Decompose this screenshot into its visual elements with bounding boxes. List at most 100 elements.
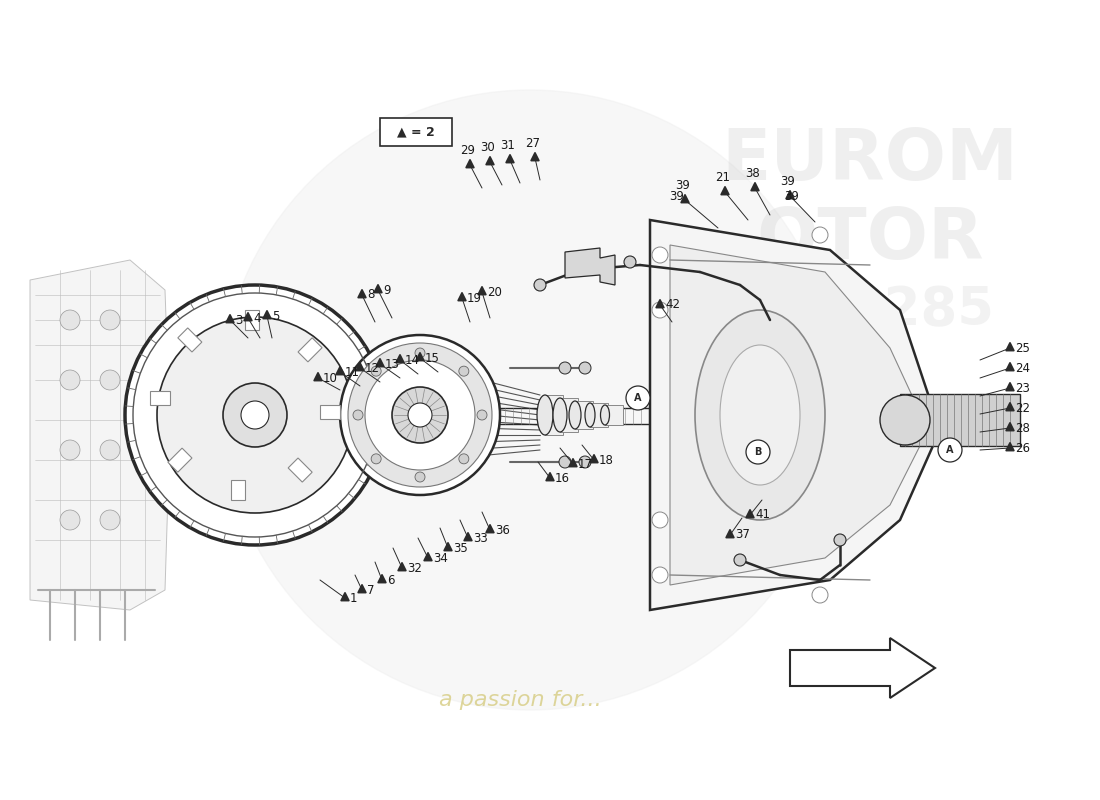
Polygon shape <box>1005 382 1014 390</box>
Polygon shape <box>670 245 928 585</box>
Polygon shape <box>444 542 452 550</box>
Polygon shape <box>263 310 271 318</box>
Bar <box>560 398 578 432</box>
Bar <box>245 310 258 330</box>
Bar <box>168 448 192 472</box>
Text: 6: 6 <box>387 574 395 586</box>
Ellipse shape <box>720 345 800 485</box>
Text: 8: 8 <box>367 289 374 302</box>
Circle shape <box>125 285 385 545</box>
Polygon shape <box>531 153 539 161</box>
Bar <box>320 405 340 419</box>
Text: 18: 18 <box>600 454 614 466</box>
Text: ▲ = 2: ▲ = 2 <box>397 126 434 138</box>
Polygon shape <box>681 194 689 202</box>
Circle shape <box>100 310 120 330</box>
Bar <box>544 395 563 435</box>
Text: 17: 17 <box>578 458 593 470</box>
Polygon shape <box>726 530 734 538</box>
Circle shape <box>60 510 80 530</box>
Text: 28: 28 <box>1015 422 1030 434</box>
Ellipse shape <box>553 398 566 432</box>
Text: 25: 25 <box>1015 342 1030 354</box>
Bar <box>298 338 322 362</box>
Text: 32: 32 <box>407 562 422 574</box>
Circle shape <box>241 401 270 429</box>
Circle shape <box>579 362 591 374</box>
Polygon shape <box>565 248 615 285</box>
Ellipse shape <box>601 405 609 425</box>
Polygon shape <box>746 510 755 518</box>
Ellipse shape <box>585 403 595 427</box>
Bar <box>288 458 312 482</box>
Polygon shape <box>464 533 472 541</box>
Polygon shape <box>314 373 322 381</box>
Circle shape <box>812 227 828 243</box>
Polygon shape <box>486 525 494 533</box>
Polygon shape <box>341 593 349 601</box>
Bar <box>590 403 608 427</box>
Polygon shape <box>466 159 474 168</box>
Text: 33: 33 <box>473 531 487 545</box>
Text: 42: 42 <box>666 298 680 311</box>
Circle shape <box>652 567 668 583</box>
Circle shape <box>371 454 382 464</box>
Circle shape <box>415 348 425 358</box>
Text: 24: 24 <box>1015 362 1030 374</box>
Polygon shape <box>477 286 486 294</box>
Circle shape <box>559 456 571 468</box>
Circle shape <box>579 456 591 468</box>
Polygon shape <box>376 358 384 366</box>
Bar <box>575 401 593 429</box>
Polygon shape <box>656 299 664 308</box>
Circle shape <box>415 472 425 482</box>
Circle shape <box>834 534 846 546</box>
Text: 20: 20 <box>487 286 502 298</box>
Polygon shape <box>590 454 598 462</box>
Bar <box>231 480 245 500</box>
Text: A: A <box>946 445 954 455</box>
Ellipse shape <box>569 401 581 429</box>
Circle shape <box>626 386 650 410</box>
Polygon shape <box>398 562 406 570</box>
Text: EUROM
OTOR: EUROM OTOR <box>722 126 1019 274</box>
Text: 37: 37 <box>735 529 750 542</box>
Polygon shape <box>720 186 729 194</box>
Text: 1285: 1285 <box>847 284 993 336</box>
Polygon shape <box>790 638 935 698</box>
Circle shape <box>223 383 287 447</box>
Polygon shape <box>546 473 554 481</box>
Text: 13: 13 <box>385 358 400 370</box>
Circle shape <box>392 387 448 443</box>
Circle shape <box>60 310 80 330</box>
Polygon shape <box>785 190 794 198</box>
Text: 36: 36 <box>495 523 510 537</box>
Polygon shape <box>751 182 759 190</box>
Circle shape <box>353 410 363 420</box>
Circle shape <box>652 512 668 528</box>
Text: 41: 41 <box>755 509 770 522</box>
Text: 1: 1 <box>350 591 358 605</box>
Polygon shape <box>358 585 366 593</box>
Ellipse shape <box>695 310 825 520</box>
Text: 16: 16 <box>556 471 570 485</box>
Bar <box>379 118 452 146</box>
Polygon shape <box>1005 402 1014 410</box>
Circle shape <box>459 454 469 464</box>
Text: 27: 27 <box>526 137 540 150</box>
Polygon shape <box>1005 362 1014 370</box>
Circle shape <box>746 440 770 464</box>
Text: B: B <box>755 447 761 457</box>
Polygon shape <box>356 362 364 370</box>
Polygon shape <box>650 220 940 610</box>
Circle shape <box>365 360 475 470</box>
Text: 3: 3 <box>235 314 242 326</box>
Circle shape <box>60 440 80 460</box>
Polygon shape <box>358 290 366 298</box>
Text: 29: 29 <box>461 144 475 157</box>
Text: 30: 30 <box>481 141 495 154</box>
Circle shape <box>408 403 432 427</box>
Circle shape <box>559 362 571 374</box>
Text: 14: 14 <box>405 354 420 366</box>
Text: 15: 15 <box>425 351 440 365</box>
